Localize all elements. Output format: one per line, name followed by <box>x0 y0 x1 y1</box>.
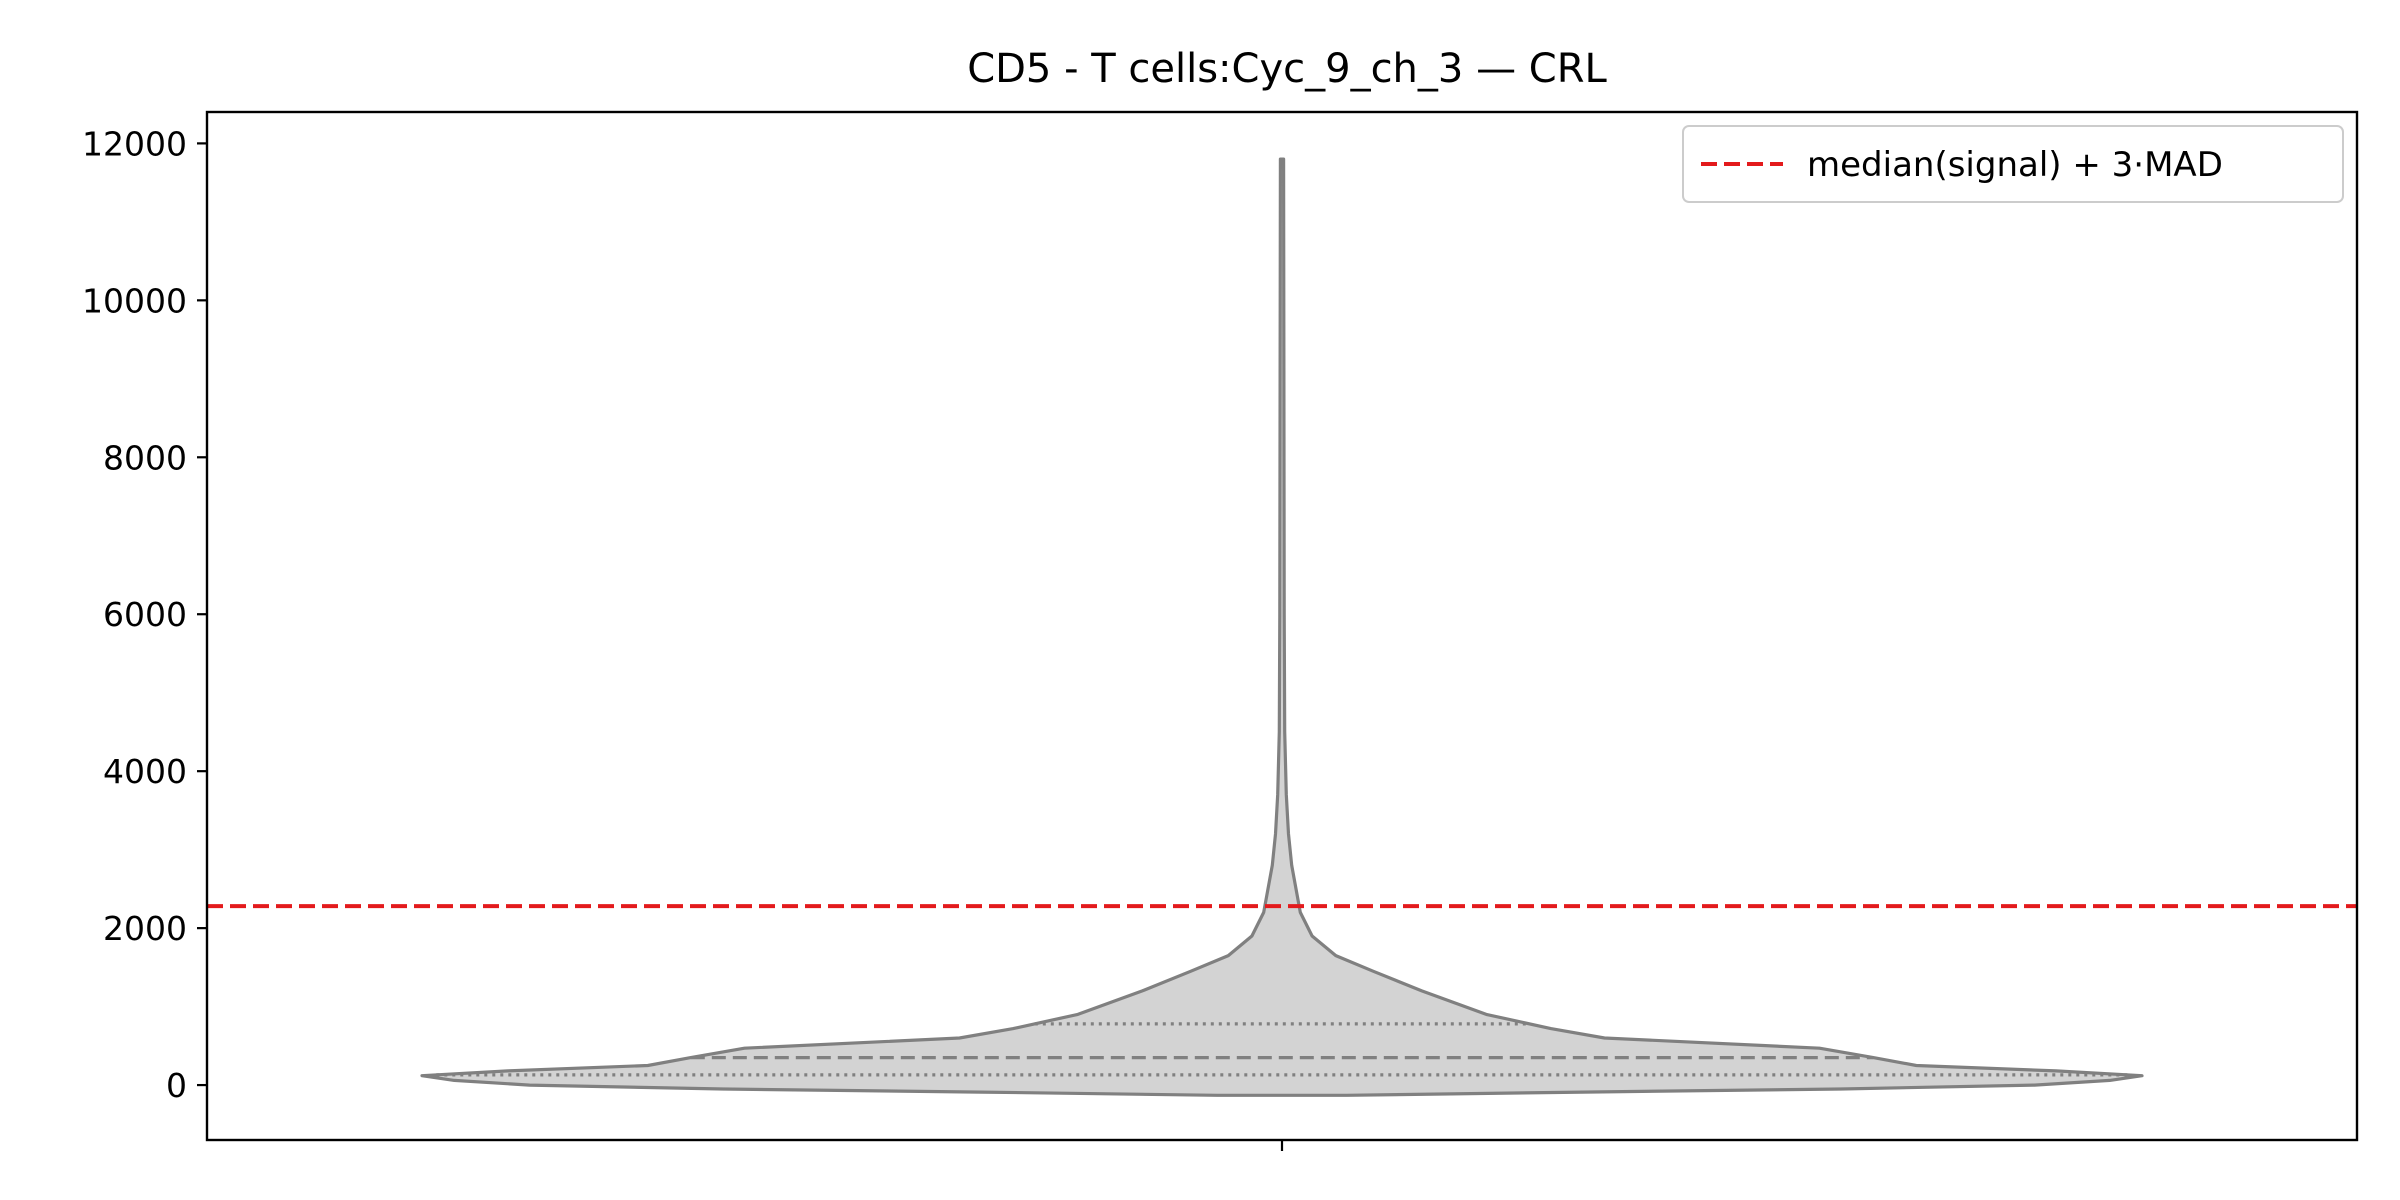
chart-title: CD5 - T cells:Cyc_9_ch_3 — CRL <box>967 46 1607 92</box>
y-tick-label: 8000 <box>103 438 187 477</box>
violin-layer <box>420 157 2144 1097</box>
violin-body <box>420 157 2144 1097</box>
legend: median(signal) + 3·MAD <box>1682 125 2344 203</box>
y-axis: 0 2000 4000 6000 8000 10000 12000 <box>82 110 2359 1151</box>
quartile-lines <box>436 1022 2128 1077</box>
legend-box <box>1682 125 2344 203</box>
y-tick-label: 12000 <box>82 124 187 163</box>
y-tick-label: 4000 <box>103 752 187 791</box>
y-tick-label: 2000 <box>103 909 187 948</box>
y-tick-label: 0 <box>166 1066 187 1105</box>
y-tick-label: 6000 <box>103 595 187 634</box>
y-tick-label: 10000 <box>82 281 187 320</box>
legend-label: median(signal) + 3·MAD <box>1807 145 2223 185</box>
